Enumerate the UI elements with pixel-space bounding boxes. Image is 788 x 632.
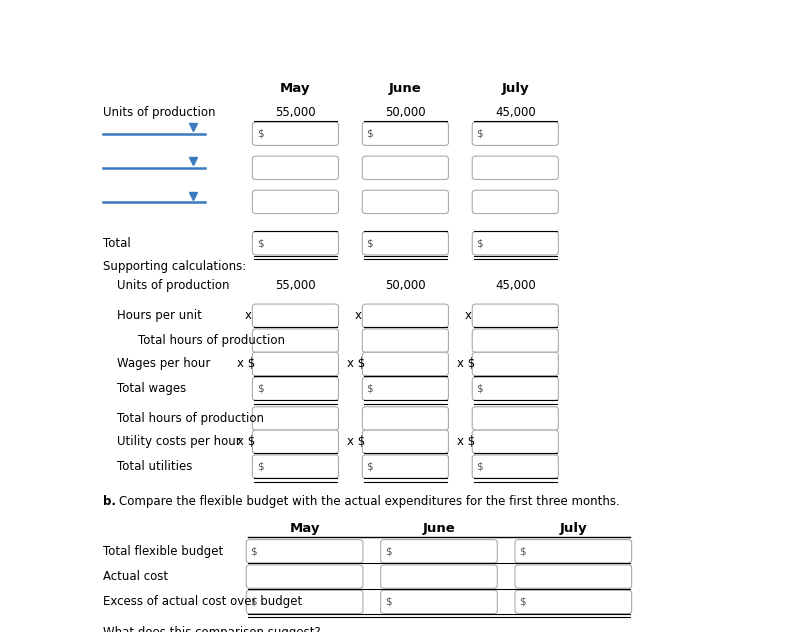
FancyBboxPatch shape [247, 540, 363, 563]
FancyBboxPatch shape [472, 377, 559, 401]
FancyBboxPatch shape [362, 190, 448, 214]
Text: $: $ [366, 129, 374, 139]
Text: x: x [464, 309, 471, 322]
FancyBboxPatch shape [252, 455, 339, 478]
Text: x $: x $ [237, 435, 255, 448]
FancyBboxPatch shape [472, 430, 559, 454]
Text: $: $ [251, 597, 257, 607]
FancyBboxPatch shape [381, 565, 497, 588]
Text: $: $ [519, 546, 526, 556]
FancyBboxPatch shape [252, 377, 339, 401]
FancyBboxPatch shape [247, 565, 363, 588]
Text: Total utilities: Total utilities [117, 460, 192, 473]
Text: Total hours of production: Total hours of production [138, 334, 285, 347]
Text: $: $ [477, 238, 483, 248]
FancyBboxPatch shape [252, 231, 339, 255]
FancyBboxPatch shape [515, 565, 632, 588]
FancyBboxPatch shape [252, 407, 339, 430]
Text: Wages per hour: Wages per hour [117, 358, 210, 370]
Text: 50,000: 50,000 [385, 106, 426, 119]
Text: x: x [244, 309, 251, 322]
Text: 55,000: 55,000 [275, 279, 316, 291]
FancyBboxPatch shape [472, 156, 559, 179]
FancyBboxPatch shape [362, 304, 448, 327]
Text: $: $ [385, 546, 392, 556]
FancyBboxPatch shape [252, 430, 339, 454]
FancyBboxPatch shape [362, 455, 448, 478]
FancyBboxPatch shape [472, 352, 559, 375]
FancyBboxPatch shape [381, 590, 497, 614]
FancyBboxPatch shape [362, 231, 448, 255]
Text: July: July [559, 522, 587, 535]
FancyBboxPatch shape [252, 156, 339, 179]
Text: May: May [281, 82, 310, 95]
Text: June: June [389, 82, 422, 95]
FancyBboxPatch shape [472, 231, 559, 255]
Text: x $: x $ [347, 358, 366, 370]
FancyBboxPatch shape [252, 190, 339, 214]
Text: Total wages: Total wages [117, 382, 186, 395]
FancyBboxPatch shape [362, 377, 448, 401]
FancyBboxPatch shape [472, 304, 559, 327]
Text: Supporting calculations:: Supporting calculations: [103, 260, 247, 273]
FancyBboxPatch shape [362, 430, 448, 454]
Text: $: $ [519, 597, 526, 607]
FancyBboxPatch shape [252, 304, 339, 327]
FancyBboxPatch shape [472, 190, 559, 214]
Text: 45,000: 45,000 [495, 106, 536, 119]
Text: $: $ [257, 461, 263, 471]
Text: $: $ [477, 461, 483, 471]
Text: x: x [355, 309, 362, 322]
Text: Units of production: Units of production [103, 106, 216, 119]
Text: x $: x $ [457, 435, 475, 448]
Text: $: $ [257, 129, 263, 139]
Text: $: $ [257, 384, 263, 394]
FancyBboxPatch shape [515, 590, 632, 614]
Text: Excess of actual cost over budget: Excess of actual cost over budget [103, 595, 303, 609]
Text: Total hours of production: Total hours of production [117, 412, 264, 425]
FancyBboxPatch shape [472, 407, 559, 430]
Text: Compare the flexible budget with the actual expenditures for the first three mon: Compare the flexible budget with the act… [119, 495, 619, 508]
FancyBboxPatch shape [472, 122, 559, 145]
FancyBboxPatch shape [252, 122, 339, 145]
Text: May: May [289, 522, 320, 535]
FancyBboxPatch shape [381, 540, 497, 563]
FancyBboxPatch shape [252, 352, 339, 375]
FancyBboxPatch shape [362, 329, 448, 352]
FancyBboxPatch shape [472, 329, 559, 352]
Text: $: $ [385, 597, 392, 607]
Text: $: $ [477, 129, 483, 139]
FancyBboxPatch shape [362, 122, 448, 145]
Text: x $: x $ [237, 358, 255, 370]
Text: x $: x $ [457, 358, 475, 370]
Text: $: $ [366, 461, 374, 471]
Text: 45,000: 45,000 [495, 279, 536, 291]
Text: $: $ [257, 238, 263, 248]
FancyBboxPatch shape [515, 540, 632, 563]
Text: $: $ [366, 238, 374, 248]
Text: Units of production: Units of production [117, 279, 229, 291]
Text: x $: x $ [347, 435, 366, 448]
Text: What does this comparison suggest?: What does this comparison suggest? [103, 626, 322, 632]
Text: $: $ [477, 384, 483, 394]
Text: 50,000: 50,000 [385, 279, 426, 291]
Text: July: July [501, 82, 529, 95]
Text: $: $ [366, 384, 374, 394]
Text: b.: b. [103, 495, 117, 508]
Text: Utility costs per hour: Utility costs per hour [117, 435, 240, 448]
Text: $: $ [251, 546, 257, 556]
FancyBboxPatch shape [247, 590, 363, 614]
Text: 55,000: 55,000 [275, 106, 316, 119]
Text: June: June [422, 522, 455, 535]
FancyBboxPatch shape [362, 352, 448, 375]
FancyBboxPatch shape [362, 156, 448, 179]
Text: Total: Total [103, 237, 131, 250]
Text: Hours per unit: Hours per unit [117, 309, 202, 322]
FancyBboxPatch shape [252, 329, 339, 352]
FancyBboxPatch shape [472, 455, 559, 478]
FancyBboxPatch shape [362, 407, 448, 430]
Text: Total flexible budget: Total flexible budget [103, 545, 224, 558]
Text: Actual cost: Actual cost [103, 570, 169, 583]
